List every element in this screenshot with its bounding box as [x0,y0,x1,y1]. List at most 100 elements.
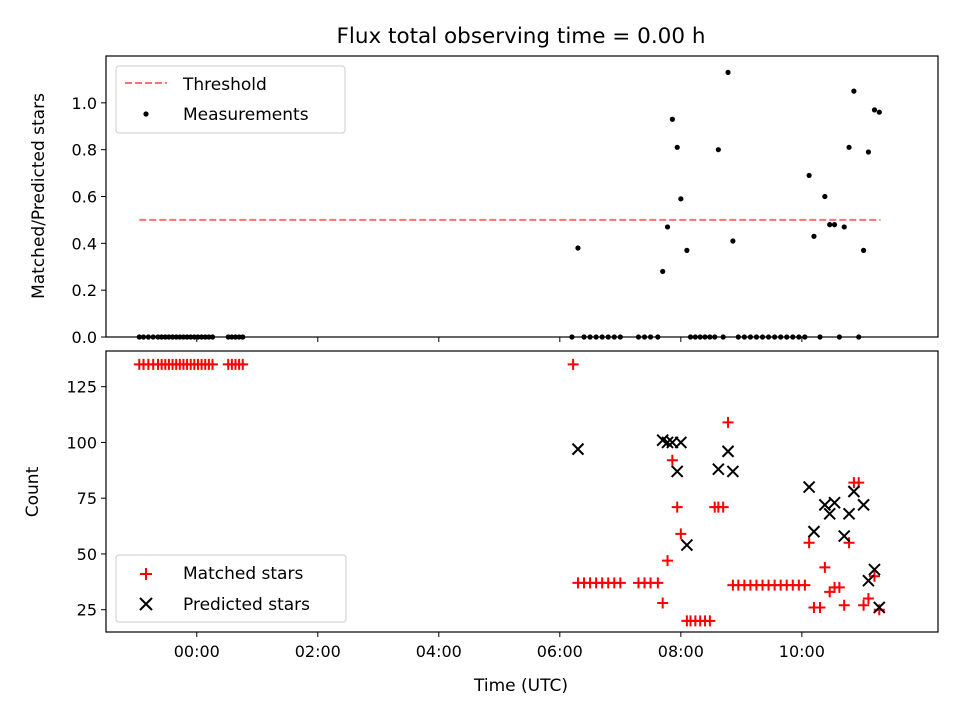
measurements-point [674,144,680,150]
top-y-axis-label: Matched/Predicted stars [29,93,49,299]
matched-stars-point [873,604,885,616]
measurements-point [860,247,867,253]
x-tick-label: 06:00 [537,642,583,661]
measurements-point [188,334,194,340]
measurements-point [162,334,168,340]
measurements-point [145,334,151,340]
measurements-point [150,334,156,340]
measurements-point [140,334,147,340]
measurements-point [707,334,713,340]
predicted-stars-point [802,480,816,494]
measurements-point [753,334,760,340]
measurements-point [641,334,648,340]
predicted-stars-point [712,462,725,476]
predicted-stars-point [823,507,836,521]
top-panel: 0.0 0.2 0.4 0.6 0.8 1.0 Matched/Predicted sta… [29,55,939,347]
measurements-point [166,334,172,340]
bottom-y-tick-label: 50 [77,545,97,564]
predicted-stars-point [838,529,851,543]
matched-stars-point [833,581,845,593]
measurements-point [173,334,179,340]
measurements-point [664,224,671,230]
top-legend-box [115,65,346,134]
measurements-point [199,334,205,340]
measurements-point [796,334,802,340]
measurements-point [806,172,812,179]
matched-legend-marker [140,568,152,580]
bottom-y-tick-label: 75 [77,489,97,508]
matched-stars-point [722,416,734,428]
measurements-point [236,334,242,340]
measurements-point [202,334,208,340]
x-tick-label: 04:00 [416,642,462,661]
measurements-point [177,334,183,340]
measurements-point [697,334,703,340]
measurements-point [876,109,882,115]
predicted-stars-point [721,445,735,458]
bottom-y-tick-label: 25 [77,601,97,620]
top-y-tick-label: 0.0 [72,328,97,347]
predicted-stars-point [818,498,832,512]
x-tick-label: 02:00 [295,642,341,661]
predicted-stars-point [873,601,886,614]
measurements-point [225,334,231,340]
matched-stars-point [799,579,811,591]
matched-stars-point [814,601,826,613]
measurements-point [184,334,190,340]
measurements-point [772,334,778,340]
measurements-point [831,222,838,228]
top-y-ticks: 0.0 0.2 0.4 0.6 0.8 1.0 [72,94,106,347]
matched-legend-label: Matched stars [183,564,303,584]
measurements-point [195,334,201,340]
measurements-point [569,334,575,340]
measurements-point [784,334,790,340]
bottom-legend-box [115,554,347,623]
predicted-stars-point [680,538,694,552]
predicted-legend-marker [139,597,153,611]
threshold-legend-label: Threshold [182,75,267,95]
measurements-point [611,334,617,340]
measurements-point [725,69,731,75]
matched-stars-point [838,599,850,611]
x-tick-label: 00:00 [174,642,220,661]
measurements-legend-marker [143,111,149,117]
predicted-stars-point [661,436,674,449]
predicted-stars-point [857,498,870,512]
measurements-point [851,88,857,94]
measurements-point [635,334,642,340]
measurements-point [871,107,878,113]
measurements-point [692,334,698,340]
matched-stars-point [858,599,870,611]
matched-stars-point [843,537,855,549]
measurements-point [191,334,197,340]
matched-stars-point [666,454,678,466]
measurements-point [605,334,611,340]
predicted-stars-point [862,574,875,587]
measurements-point [778,334,784,340]
bottom-y-tick-label: 125 [66,378,97,397]
measurements-legend-label: Measurements [183,105,309,125]
measurements-point [159,334,165,340]
measurements-point [587,334,593,340]
measurements-point [232,334,239,340]
measurements-point [747,334,754,340]
measurements-point [765,334,772,340]
matched-stars-point [819,561,831,573]
measurements-point [229,334,235,340]
measurements-point [827,222,833,228]
predicted-stars-point [828,496,841,509]
bottom-y-ticks: 25 50 75 100 125 [66,378,106,620]
measurements-point [865,149,872,155]
measurements-point [702,334,708,340]
top-plot-marks [136,69,882,340]
top-x-ticks [196,337,803,342]
matched-stars-point [704,615,716,627]
predicted-stars-point [571,442,585,456]
top-y-tick-label: 0.2 [72,281,97,300]
measurements-point [593,334,599,340]
measurements-point [209,334,216,340]
top-y-tick-label: 1.0 [72,94,97,113]
bottom-y-tick-label: 100 [66,433,97,452]
matched-stars-point [206,358,218,370]
top-y-tick-label: 0.8 [72,141,97,160]
